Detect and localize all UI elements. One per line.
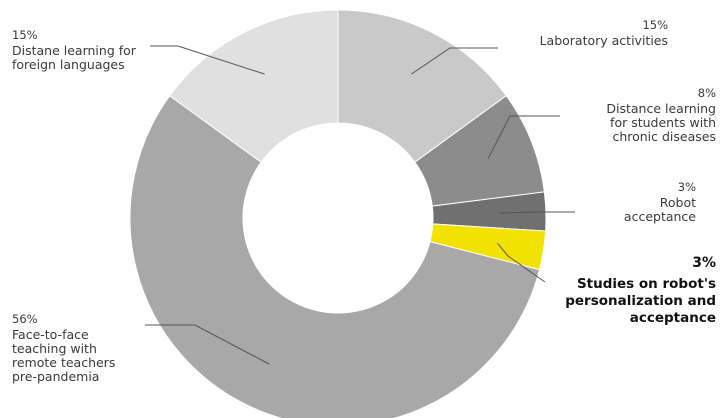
label-robot-personalization-percent: 3% <box>692 255 716 271</box>
label-robot-personalization: 3% Studies on robot's personalization an… <box>565 255 716 327</box>
label-face-to-face-text: Face-to-face teaching with remote teache… <box>12 327 116 384</box>
label-laboratory-activities-percent: 15% <box>642 18 668 32</box>
label-chronic-diseases: 8% Distance learning for students with c… <box>606 86 716 144</box>
leader-line-laboratory-activities <box>411 47 498 75</box>
label-robot-acceptance: 3% Robot acceptance <box>624 180 696 224</box>
label-chronic-diseases-percent: 8% <box>697 86 716 100</box>
leader-line-chronic-diseases <box>487 115 560 159</box>
label-robot-personalization-text: Studies on robot's personalization and a… <box>565 276 716 326</box>
label-foreign-languages-text: Distane learning for foreign languages <box>12 43 136 72</box>
label-face-to-face-percent: 56% <box>12 312 38 326</box>
label-chronic-diseases-text: Distance learning for students with chro… <box>606 101 716 144</box>
label-foreign-languages: 15% Distane learning for foreign languag… <box>12 28 136 72</box>
label-robot-acceptance-percent: 3% <box>677 180 696 194</box>
label-foreign-languages-percent: 15% <box>12 28 38 42</box>
label-robot-acceptance-text: Robot acceptance <box>623 195 696 224</box>
leader-line-face-to-face <box>145 324 270 365</box>
label-laboratory-activities: 15% Laboratory activities <box>540 18 668 48</box>
slice-face-to-face <box>129 95 541 418</box>
label-laboratory-activities-text: Laboratory activities <box>539 33 668 48</box>
label-face-to-face: 56% Face-to-face teaching with remote te… <box>12 312 115 384</box>
leader-line-foreign-languages <box>150 45 265 75</box>
leader-line-robot-personalization <box>497 242 546 283</box>
slice-laboratory-activities <box>337 9 507 163</box>
leader-line-robot-acceptance <box>499 211 575 214</box>
